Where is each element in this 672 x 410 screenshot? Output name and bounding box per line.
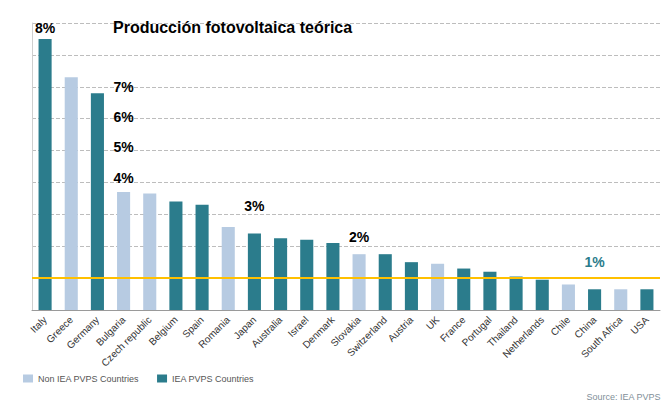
svg-text:6%: 6%	[113, 109, 134, 125]
svg-text:Denmark: Denmark	[300, 314, 336, 350]
svg-text:Germany: Germany	[64, 314, 101, 351]
svg-text:Non IEA PVPS Countries: Non IEA PVPS Countries	[38, 374, 139, 384]
svg-text:Netherlands: Netherlands	[500, 314, 546, 360]
svg-text:Italy: Italy	[28, 314, 49, 335]
svg-text:Romania: Romania	[196, 314, 232, 350]
svg-text:Switzerland: Switzerland	[345, 314, 389, 358]
svg-text:USA: USA	[629, 314, 652, 337]
svg-text:South Africa: South Africa	[579, 314, 625, 360]
svg-text:8%: 8%	[35, 20, 56, 36]
svg-text:Austria: Austria	[386, 314, 416, 344]
svg-text:3%: 3%	[244, 198, 265, 214]
svg-text:Japan: Japan	[231, 314, 259, 342]
svg-text:Source: IEA PVPS: Source: IEA PVPS	[586, 392, 660, 402]
svg-text:Chile: Chile	[548, 314, 572, 338]
svg-text:Portugal: Portugal	[459, 314, 494, 349]
svg-text:Greece: Greece	[44, 314, 76, 345]
svg-text:Thailand: Thailand	[485, 314, 520, 349]
svg-text:IEA PVPS Countries: IEA PVPS Countries	[172, 374, 254, 384]
svg-text:France: France	[437, 314, 468, 344]
svg-text:UK: UK	[424, 314, 442, 332]
svg-text:Belgium: Belgium	[147, 314, 180, 347]
svg-text:Producción fotovoltaica teóric: Producción fotovoltaica teórica	[113, 19, 352, 36]
svg-text:2%: 2%	[349, 229, 370, 245]
svg-text:China: China	[572, 314, 599, 341]
svg-text:4%: 4%	[113, 170, 134, 186]
svg-text:1%: 1%	[584, 254, 605, 270]
svg-text:Spain: Spain	[180, 314, 206, 340]
svg-text:5%: 5%	[113, 139, 134, 155]
svg-text:7%: 7%	[113, 79, 134, 95]
svg-text:Australia: Australia	[249, 314, 285, 350]
svg-text:Czech republic: Czech republic	[99, 314, 153, 368]
svg-text:Slovakia: Slovakia	[328, 314, 363, 349]
svg-text:Israel: Israel	[285, 314, 311, 340]
svg-text:Bulgaria: Bulgaria	[93, 314, 128, 348]
